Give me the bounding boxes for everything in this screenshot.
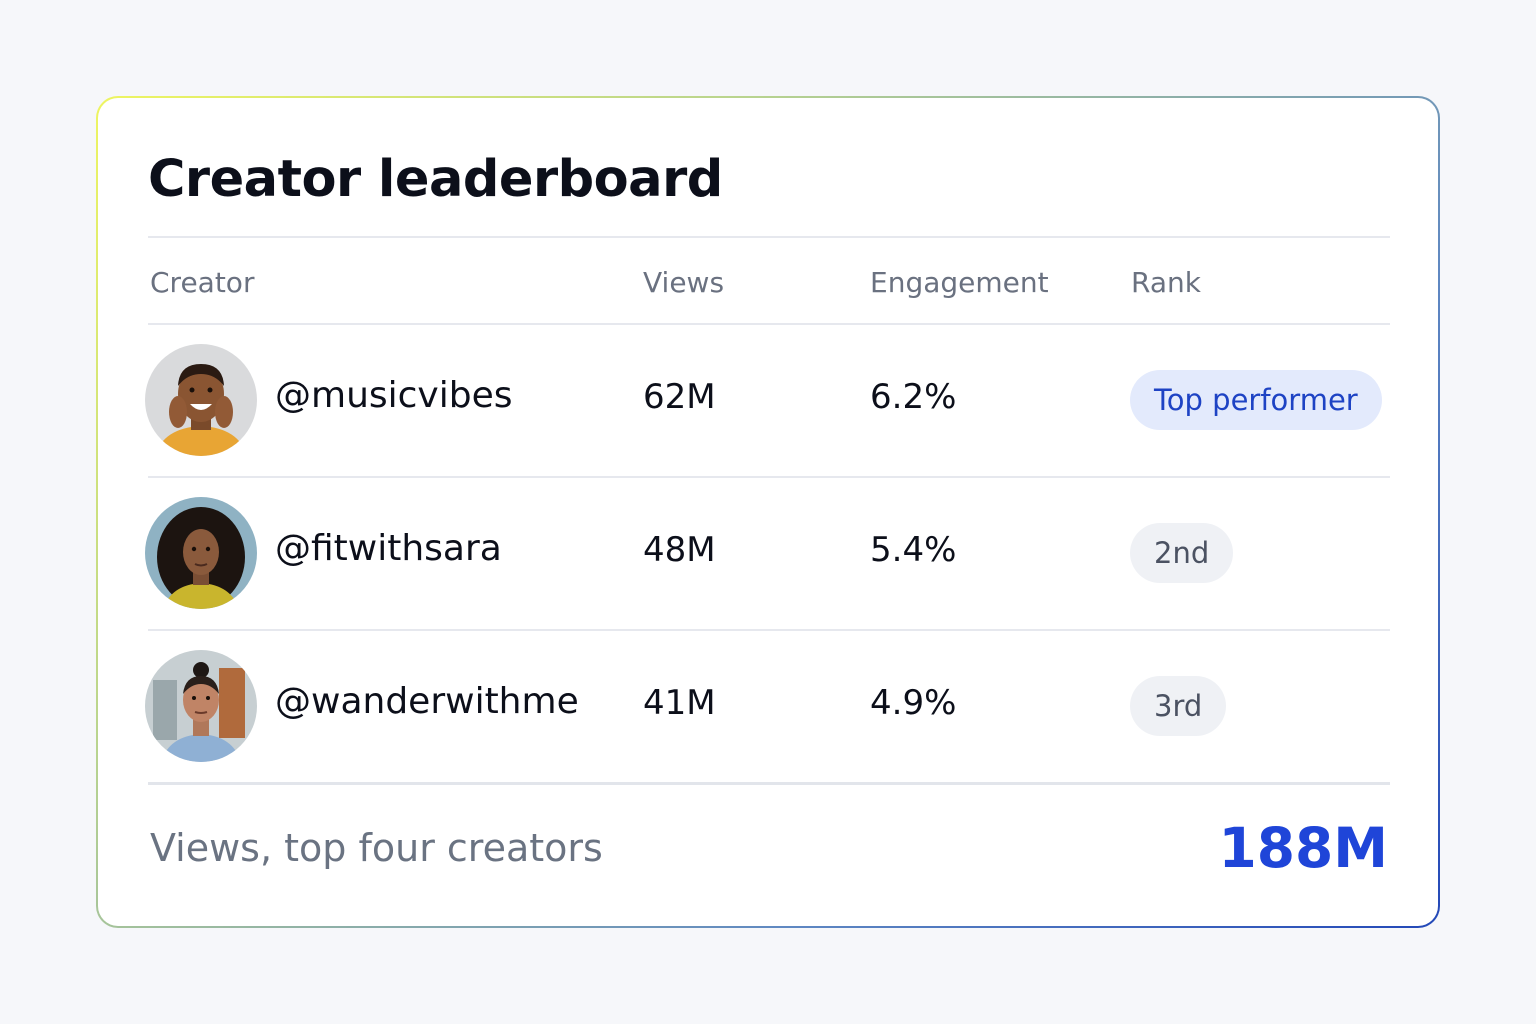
- row-divider: [148, 476, 1390, 478]
- title-divider: [148, 236, 1390, 238]
- column-header-engagement: Engagement: [870, 266, 1049, 299]
- column-header-rank: Rank: [1131, 266, 1201, 299]
- views-value: 48M: [643, 530, 716, 570]
- footer-label: Views, top four creators: [150, 826, 603, 870]
- table-row[interactable]: @wanderwithme 41M 4.9% 3rd: [98, 631, 1438, 783]
- creator-handle[interactable]: @wanderwithme: [275, 681, 579, 722]
- views-value: 62M: [643, 377, 716, 417]
- avatar: [145, 497, 257, 609]
- column-header-creator: Creator: [150, 266, 255, 299]
- avatar: [145, 344, 257, 456]
- footer-divider: [148, 782, 1390, 785]
- table-row[interactable]: @fitwithsara 48M 5.4% 2nd: [98, 478, 1438, 630]
- card-title: Creator leaderboard: [148, 150, 723, 209]
- footer-total: 188M: [1218, 816, 1388, 880]
- rank-badge: Top performer: [1130, 370, 1382, 430]
- engagement-value: 4.9%: [870, 683, 957, 723]
- rank-badge: 2nd: [1130, 523, 1234, 583]
- creator-handle[interactable]: @fitwithsara: [275, 528, 502, 569]
- leaderboard-card-border: Creator leaderboard Creator Views Engage…: [96, 96, 1440, 928]
- avatar: [145, 650, 257, 762]
- engagement-value: 6.2%: [870, 377, 957, 417]
- views-value: 41M: [643, 683, 716, 723]
- engagement-value: 5.4%: [870, 530, 957, 570]
- rank-badge: 3rd: [1130, 676, 1227, 736]
- header-divider: [148, 323, 1390, 325]
- leaderboard-card: Creator leaderboard Creator Views Engage…: [98, 98, 1438, 926]
- column-header-views: Views: [643, 266, 725, 299]
- row-divider: [148, 629, 1390, 631]
- creator-handle[interactable]: @musicvibes: [275, 375, 513, 416]
- table-row[interactable]: @musicvibes 62M 6.2% Top performer: [98, 325, 1438, 477]
